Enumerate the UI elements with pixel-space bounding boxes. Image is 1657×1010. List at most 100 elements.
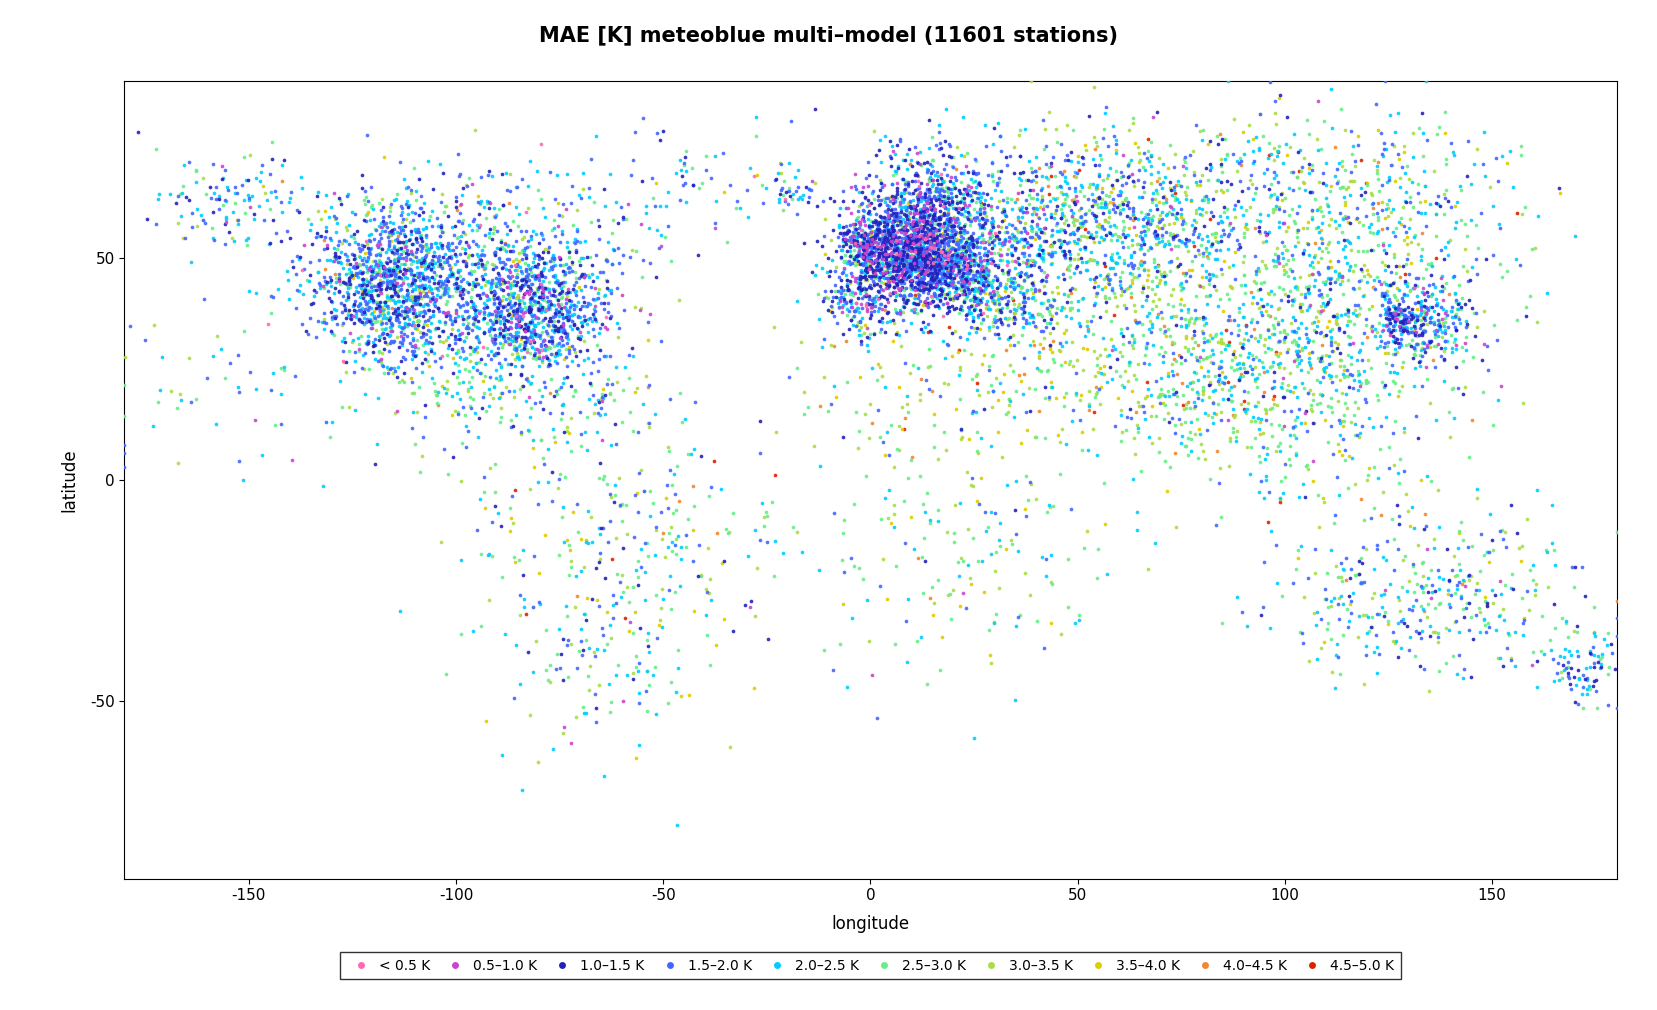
Point	[504, 303, 530, 319]
Point	[1001, 252, 1027, 269]
Point	[926, 210, 953, 226]
Point	[1400, 281, 1427, 297]
Point	[358, 279, 384, 295]
Point	[1417, 395, 1443, 411]
Point	[1287, 363, 1314, 379]
Point	[1294, 112, 1321, 128]
Point	[535, 239, 562, 256]
Point	[366, 278, 393, 294]
Point	[1294, 570, 1321, 586]
Point	[956, 259, 983, 275]
Point	[393, 300, 419, 316]
Point	[1387, 304, 1413, 320]
Point	[1370, 73, 1397, 89]
X-axis label: longitude: longitude	[830, 914, 910, 932]
Point	[1118, 383, 1145, 399]
Point	[1039, 244, 1065, 261]
Point	[931, 238, 958, 255]
Point	[1521, 582, 1548, 598]
Point	[1268, 588, 1294, 604]
Point	[877, 147, 903, 164]
Point	[225, 212, 252, 228]
Point	[1157, 327, 1183, 343]
Point	[1120, 445, 1147, 462]
Point	[573, 341, 600, 358]
Point	[1506, 138, 1533, 155]
Point	[971, 584, 998, 600]
Point	[905, 262, 931, 278]
Point	[882, 229, 908, 245]
Point	[1324, 635, 1350, 651]
Point	[1309, 633, 1336, 649]
Point	[956, 303, 983, 319]
Point	[908, 256, 935, 272]
Point	[396, 197, 423, 213]
Point	[532, 526, 558, 542]
Point	[328, 399, 355, 415]
Point	[882, 636, 908, 652]
Point	[1317, 119, 1344, 135]
Point	[1130, 390, 1157, 406]
Point	[944, 305, 971, 321]
Point	[497, 184, 524, 200]
Point	[896, 200, 923, 216]
Point	[446, 331, 472, 347]
Point	[857, 238, 883, 255]
Point	[891, 260, 918, 276]
Point	[1094, 214, 1120, 230]
Point	[671, 411, 698, 427]
Point	[928, 174, 954, 190]
Point	[401, 288, 428, 304]
Point	[1191, 310, 1218, 326]
Point	[1218, 352, 1244, 369]
Point	[1410, 285, 1437, 301]
Point	[880, 209, 906, 225]
Point	[835, 283, 862, 299]
Point	[461, 263, 487, 279]
Point	[918, 257, 944, 273]
Point	[505, 338, 532, 355]
Point	[1037, 209, 1064, 225]
Point	[399, 298, 426, 314]
Point	[1283, 281, 1309, 297]
Point	[1264, 201, 1291, 217]
Point	[906, 243, 933, 260]
Point	[1094, 138, 1120, 155]
Point	[1287, 625, 1314, 641]
Point	[903, 275, 930, 291]
Point	[915, 267, 941, 283]
Point	[509, 273, 535, 289]
Point	[910, 212, 936, 228]
Point	[933, 184, 959, 200]
Point	[542, 267, 568, 283]
Point	[1075, 108, 1102, 124]
Point	[1137, 239, 1163, 256]
Point	[1181, 398, 1208, 414]
Point	[963, 272, 989, 288]
Point	[948, 174, 974, 190]
Point	[398, 185, 424, 201]
Point	[477, 370, 504, 386]
Point	[926, 197, 953, 213]
Point	[943, 139, 969, 156]
Point	[545, 381, 572, 397]
Point	[1133, 388, 1160, 404]
Point	[918, 294, 944, 310]
Point	[285, 283, 312, 299]
Point	[954, 277, 981, 293]
Point	[603, 240, 630, 257]
Point	[1190, 317, 1216, 333]
Point	[1099, 338, 1125, 355]
Point	[370, 268, 396, 284]
Point	[659, 477, 686, 493]
Point	[1228, 338, 1254, 355]
Point	[1064, 212, 1090, 228]
Point	[547, 329, 573, 345]
Point	[351, 192, 378, 208]
Point	[1420, 303, 1447, 319]
Point	[373, 287, 399, 303]
Point	[1077, 243, 1104, 260]
Point	[903, 296, 930, 312]
Point	[399, 332, 426, 348]
Point	[1143, 227, 1170, 243]
